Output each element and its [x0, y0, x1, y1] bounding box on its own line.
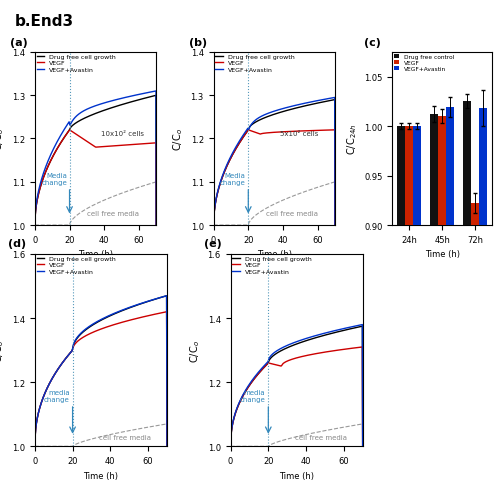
- Text: 5x10² cells: 5x10² cells: [280, 131, 318, 137]
- Text: cell free media: cell free media: [99, 434, 152, 440]
- X-axis label: Time (h): Time (h): [424, 250, 460, 259]
- Text: (d): (d): [8, 239, 26, 249]
- Y-axis label: C/C$_o$: C/C$_o$: [0, 128, 6, 151]
- Legend: Drug free cell growth, VEGF, VEGF+Avastin: Drug free cell growth, VEGF, VEGF+Avasti…: [215, 54, 295, 73]
- X-axis label: Time (h): Time (h): [83, 470, 118, 480]
- Bar: [463, 102, 472, 480]
- X-axis label: Time (h): Time (h): [257, 250, 292, 259]
- Bar: [480, 109, 488, 480]
- Bar: [472, 204, 480, 480]
- Text: Media
change: Media change: [41, 173, 67, 186]
- X-axis label: Time (h): Time (h): [279, 470, 314, 480]
- Bar: [438, 117, 446, 480]
- Legend: Drug free cell growth, VEGF, VEGF+Avastin: Drug free cell growth, VEGF, VEGF+Avasti…: [36, 54, 116, 73]
- Y-axis label: C/C$_o$: C/C$_o$: [171, 128, 185, 151]
- Text: cell free media: cell free media: [295, 434, 347, 440]
- Bar: [413, 127, 421, 480]
- Text: media
change: media change: [44, 389, 70, 402]
- Legend: Drug free cell growth, VEGF, VEGF+Avastin: Drug free cell growth, VEGF, VEGF+Avasti…: [36, 256, 116, 275]
- Text: (c): (c): [364, 38, 381, 48]
- Bar: [446, 108, 454, 480]
- Bar: [397, 127, 405, 480]
- Text: 10x10² cells: 10x10² cells: [101, 131, 144, 137]
- Text: (b): (b): [189, 38, 207, 48]
- Y-axis label: C/C$_{24h}$: C/C$_{24h}$: [345, 123, 359, 155]
- Legend: Drug free cell growth, VEGF, VEGF+Avastin: Drug free cell growth, VEGF, VEGF+Avasti…: [232, 256, 312, 275]
- Text: media
change: media change: [240, 389, 265, 402]
- Text: cell free media: cell free media: [266, 210, 318, 216]
- Bar: [430, 115, 438, 480]
- Text: (e): (e): [204, 239, 222, 249]
- X-axis label: Time (h): Time (h): [78, 250, 113, 259]
- Text: (a): (a): [10, 38, 28, 48]
- Y-axis label: C/C$_o$: C/C$_o$: [188, 339, 202, 362]
- Y-axis label: C/C$_o$: C/C$_o$: [0, 339, 6, 362]
- Text: cell free media: cell free media: [87, 210, 139, 216]
- Bar: [405, 127, 413, 480]
- Text: Media
change: Media change: [220, 173, 246, 186]
- Text: b.End3: b.End3: [15, 14, 74, 29]
- Legend: Drug free control, VEGF, VEGF+Avastin: Drug free control, VEGF, VEGF+Avastin: [394, 54, 455, 72]
